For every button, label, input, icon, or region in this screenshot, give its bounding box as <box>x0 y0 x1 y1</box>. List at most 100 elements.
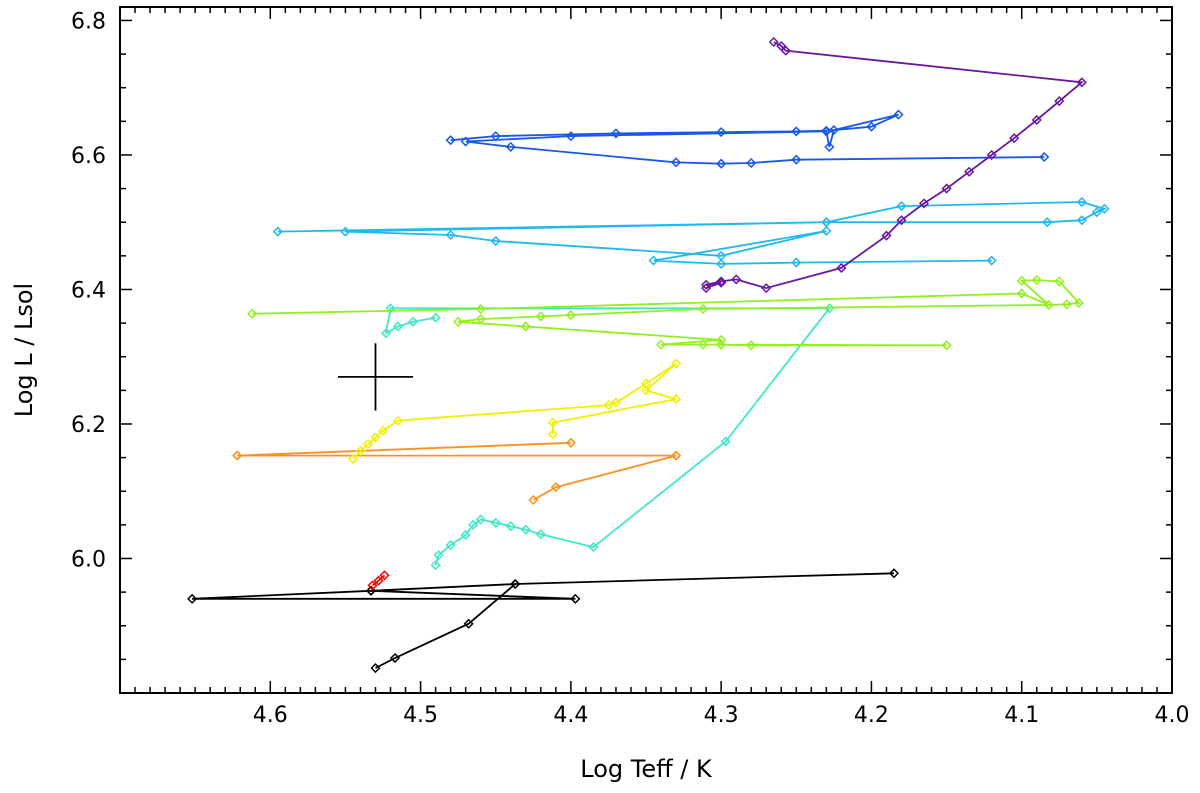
data-point <box>380 328 392 339</box>
series-line <box>705 41 1084 290</box>
y-tick-label: 6.8 <box>71 9 106 34</box>
data-point <box>547 417 558 428</box>
data-point <box>791 154 802 165</box>
data-point <box>565 437 576 448</box>
data-point <box>365 585 377 596</box>
axis-ticks <box>119 7 1173 694</box>
series-line <box>192 572 895 669</box>
data-point <box>791 257 802 268</box>
data-point <box>373 575 384 586</box>
data-point <box>780 45 791 56</box>
data-point <box>610 128 622 139</box>
x-tick-label: 4.1 <box>1004 703 1039 728</box>
y-tick-label: 6.2 <box>71 413 106 438</box>
x-tick-label: 4.6 <box>253 703 288 728</box>
series-7 <box>445 109 1050 169</box>
data-point <box>430 312 441 323</box>
data-point <box>720 436 731 447</box>
data-point <box>187 593 198 604</box>
y-tick-label: 6.4 <box>71 278 106 303</box>
data-point <box>670 358 682 369</box>
x-tick-label: 4.4 <box>553 703 588 728</box>
data-point <box>776 40 787 52</box>
data-point <box>824 141 835 152</box>
data-point <box>445 539 456 551</box>
data-point <box>430 560 441 571</box>
data-point <box>603 400 614 411</box>
data-point <box>941 183 952 194</box>
data-point <box>468 519 479 530</box>
data-point <box>941 340 952 351</box>
data-point <box>463 618 474 629</box>
data-point <box>347 453 359 465</box>
data-point <box>1009 133 1020 144</box>
data-point <box>490 517 501 528</box>
data-point <box>460 136 471 147</box>
series-line <box>450 113 1045 165</box>
data-point <box>1039 151 1050 163</box>
x-axis-title: Log Teff / K <box>580 755 713 783</box>
data-point <box>1042 217 1053 228</box>
data-point <box>370 663 381 674</box>
data-point <box>1076 215 1087 226</box>
data-point <box>1031 274 1042 286</box>
series-line <box>352 362 677 460</box>
data-point <box>475 314 486 325</box>
data-point <box>460 529 471 541</box>
data-point <box>821 225 832 237</box>
data-point <box>746 340 757 351</box>
data-point <box>716 334 727 345</box>
data-point <box>701 279 712 290</box>
data-point <box>490 131 501 142</box>
data-point <box>535 529 546 540</box>
data-point <box>355 445 366 456</box>
data-point <box>535 311 546 322</box>
x-tick-label: 4.5 <box>403 703 438 728</box>
y-axis-title: Log L / Lsol <box>10 283 38 417</box>
data-point <box>964 166 975 177</box>
data-point <box>385 303 396 314</box>
data-point <box>1031 114 1042 126</box>
data-point <box>716 158 727 169</box>
data-point <box>445 229 456 241</box>
data-point <box>407 316 419 327</box>
data-point <box>1054 96 1065 107</box>
data-point <box>836 262 847 274</box>
tick-labels: 4.6 4.5 4.4 4.3 4.2 4.1 4.0 6.0 6.2 6.4 6.6 6.8 <box>71 9 1190 728</box>
data-point <box>731 274 742 285</box>
x-tick-label: 4.0 <box>1155 703 1190 728</box>
data-point <box>1073 297 1084 308</box>
data-point <box>896 201 907 212</box>
data-point <box>791 126 802 137</box>
data-point <box>670 394 682 405</box>
data-point <box>670 450 682 461</box>
series-line <box>384 307 832 566</box>
data-point <box>370 432 381 443</box>
data-point <box>866 121 877 132</box>
series-layer <box>187 36 1110 674</box>
series-3 <box>232 437 682 506</box>
y-tick-label: 6.6 <box>71 144 106 169</box>
data-point <box>701 283 712 294</box>
data-point <box>610 397 622 408</box>
data-point <box>918 198 930 209</box>
data-point <box>716 339 727 350</box>
data-point <box>698 339 709 350</box>
data-point <box>761 283 772 294</box>
data-point <box>550 482 561 493</box>
data-point <box>475 514 486 525</box>
data-point <box>362 439 374 450</box>
data-point <box>433 550 444 561</box>
series-8 <box>701 36 1087 294</box>
data-point <box>640 378 652 389</box>
y-tick-label: 6.0 <box>71 547 106 572</box>
data-point <box>821 126 832 137</box>
data-point <box>746 157 757 169</box>
data-point <box>445 135 456 146</box>
data-point <box>588 541 599 553</box>
data-point <box>893 109 904 120</box>
x-tick-label: 4.2 <box>854 703 889 728</box>
data-point <box>389 652 401 664</box>
series-5 <box>247 274 1084 351</box>
data-point <box>1061 299 1072 310</box>
